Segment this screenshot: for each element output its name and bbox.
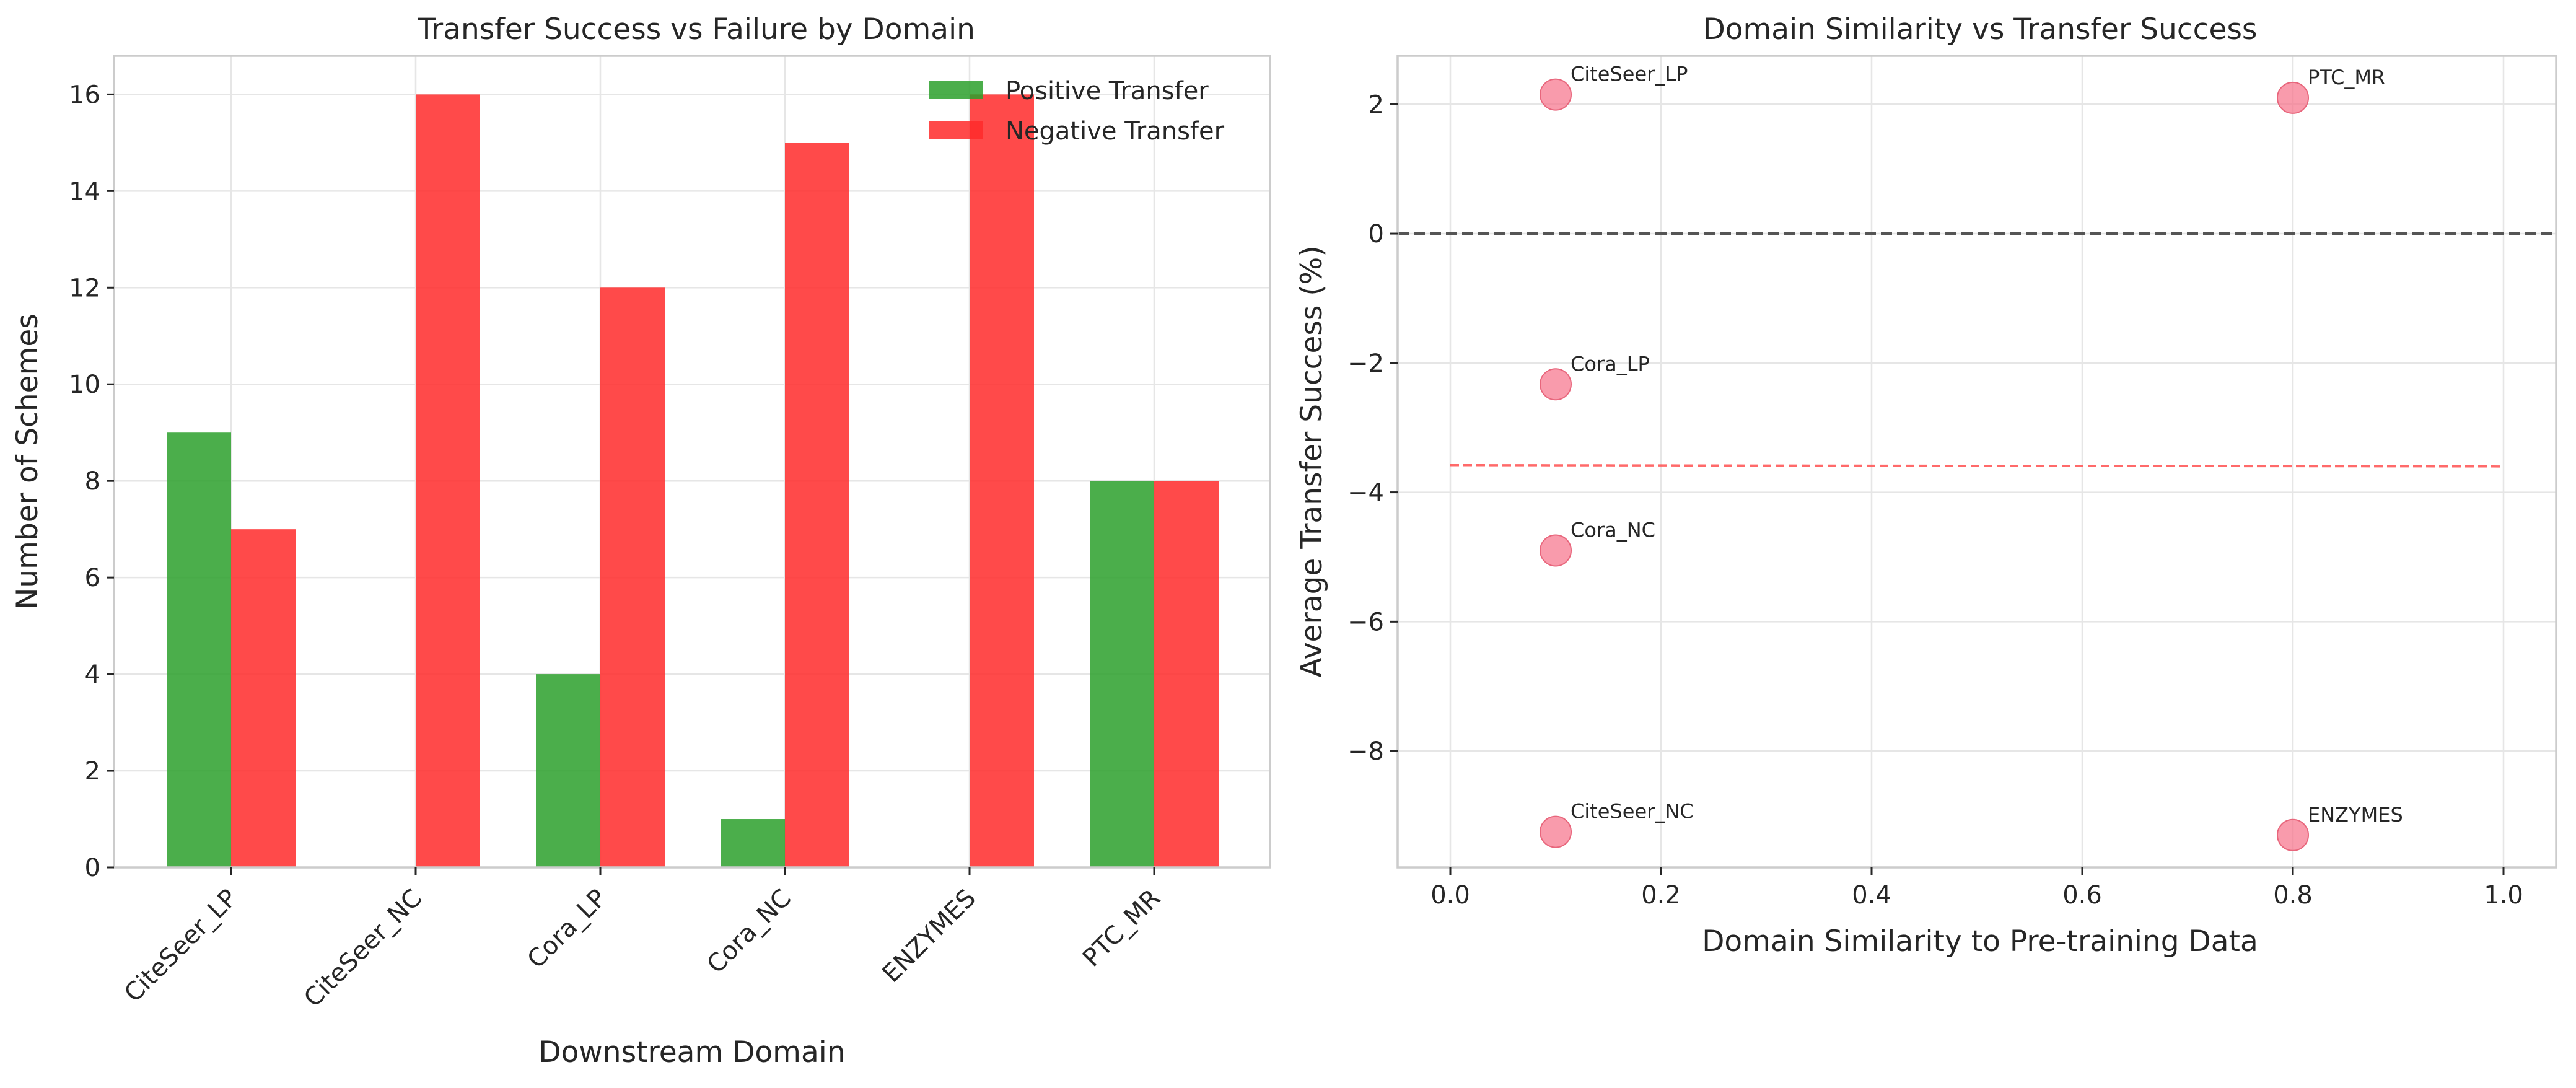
y-tick-label: 6 [85,564,100,592]
bar-chart-legend: Positive Transfer Negative Transfer [929,77,1225,146]
bar-negative-citeseer-nc [416,94,480,867]
y-tick-label: 12 [69,274,100,302]
y-tick-label: −2 [1347,349,1384,378]
trend-line [1450,463,2504,468]
y-tick-label: 8 [85,467,100,496]
x-tick-label: 0.6 [2062,881,2102,910]
bar-chart-frame [113,55,1271,869]
bar-chart: Transfer Success vs Failure by Domain 0 2… [11,12,1271,1069]
scatter-chart-xlabel: Domain Similarity to Pre-training Data [1702,924,2258,959]
x-tick-label: CiteSeer_LP [119,884,243,1008]
y-tick-label: 4 [85,660,100,689]
point-label-citeseer-nc: CiteSeer_NC [1571,800,1694,823]
scatter-chart-grid [1398,56,2556,867]
y-tick-label: 2 [1369,90,1384,119]
point-citeseer-nc [1540,815,1572,848]
scatter-chart-ylabel: Average Transfer Success (%) [1295,245,1329,677]
x-tick-label: ENZYMES [877,884,981,988]
y-tick-label: 0 [1369,220,1384,248]
point-label-cora-lp: Cora_LP [1571,352,1650,375]
point-label-enzymes: ENZYMES [2308,803,2403,827]
point-ptc-mr [2277,81,2309,114]
bar-negative-cora-lp [600,287,665,867]
x-tick-label: Cora_NC [701,884,797,980]
point-cora-lp [1540,368,1572,401]
bar-chart-ylabel: Number of Schemes [11,314,45,610]
legend-swatch-positive [929,81,983,99]
x-tick-label: 1.0 [2484,881,2523,910]
x-tick-label: PTC_MR [1077,884,1166,973]
bar-chart-y-ticks: 0 2 4 6 8 10 12 14 16 [69,81,114,882]
bar-negative-cora-nc [785,143,849,867]
scatter-chart-y-ticks: 2 0 −2 −4 −6 −8 [1347,90,1398,766]
point-label-cora-nc: Cora_NC [1571,519,1655,542]
x-tick-label: CiteSeer_NC [299,884,427,1013]
scatter-chart-frame [1396,55,2557,869]
bar-chart-xlabel: Downstream Domain [538,1035,845,1069]
x-tick-label: Cora_LP [522,884,612,974]
x-tick-label: 0.0 [1430,881,1470,910]
scatter-chart-points: CiteSeer_LP PTC_MR Cora_LP Cora_NC CiteSeer_… [1540,63,2403,851]
bar-positive-cora-nc [721,819,785,867]
bar-negative-ptc-mr [1154,481,1219,867]
bar-chart-bars [167,94,1219,867]
x-tick-label: 0.4 [1852,881,1891,910]
bar-positive-cora-lp [536,674,600,867]
y-tick-label: 2 [85,757,100,786]
scatter-chart-lines [1398,232,2556,468]
y-tick-label: 0 [85,854,100,882]
y-tick-label: −8 [1347,737,1384,766]
scatter-chart-title: Domain Similarity vs Transfer Success [1703,12,2258,46]
point-cora-nc [1540,534,1572,567]
legend-swatch-negative [929,121,983,139]
bar-negative-citeseer-lp [231,529,296,867]
bar-chart-title: Transfer Success vs Failure by Domain [417,12,975,46]
legend-label-positive: Positive Transfer [1005,77,1209,105]
x-tick-label: 0.2 [1641,881,1681,910]
y-tick-label: −6 [1347,608,1384,636]
bar-positive-citeseer-lp [167,432,231,867]
point-label-citeseer-lp: CiteSeer_LP [1571,63,1688,86]
scatter-chart: Domain Similarity vs Transfer Success Ci… [1295,12,2557,959]
bar-negative-enzymes [970,94,1034,867]
bar-positive-ptc-mr [1090,481,1154,867]
point-label-ptc-mr: PTC_MR [2308,66,2385,89]
point-citeseer-lp [1540,78,1572,111]
scatter-chart-x-ticks: 0.0 0.2 0.4 0.6 0.8 1.0 [1430,867,2523,910]
bar-chart-x-ticks: CiteSeer_LP CiteSeer_NC Cora_LP Cora_NC ENZY… [119,867,1166,1013]
y-tick-label: 16 [69,81,100,109]
y-tick-label: 14 [69,177,100,206]
point-enzymes [2277,818,2309,851]
legend-label-negative: Negative Transfer [1005,117,1225,146]
y-tick-label: 10 [69,371,100,399]
y-tick-label: −4 [1347,479,1384,507]
x-tick-label: 0.8 [2273,881,2313,910]
